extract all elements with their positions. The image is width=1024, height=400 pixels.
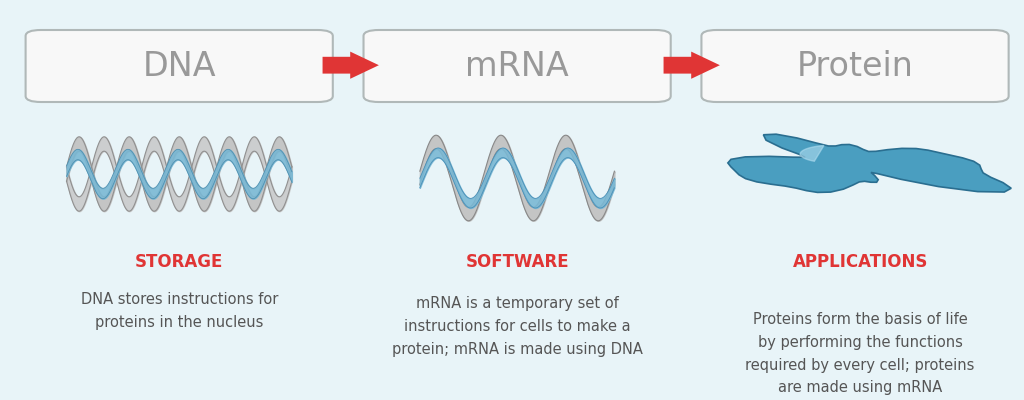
Text: mRNA is a temporary set of
instructions for cells to make a
protein; mRNA is mad: mRNA is a temporary set of instructions … — [392, 296, 642, 357]
Text: APPLICATIONS: APPLICATIONS — [793, 253, 928, 271]
Text: DNA: DNA — [142, 50, 216, 82]
Polygon shape — [728, 134, 1012, 192]
Text: mRNA: mRNA — [465, 50, 569, 82]
FancyBboxPatch shape — [364, 30, 671, 102]
Text: Protein: Protein — [797, 50, 913, 82]
Text: SOFTWARE: SOFTWARE — [465, 253, 569, 271]
FancyBboxPatch shape — [26, 30, 333, 102]
Polygon shape — [664, 52, 720, 79]
Polygon shape — [323, 52, 379, 79]
Polygon shape — [800, 146, 824, 161]
FancyBboxPatch shape — [701, 30, 1009, 102]
Text: Proteins form the basis of life
by performing the functions
required by every ce: Proteins form the basis of life by perfo… — [745, 312, 975, 395]
Text: DNA stores instructions for
proteins in the nucleus: DNA stores instructions for proteins in … — [81, 292, 278, 330]
Text: STORAGE: STORAGE — [135, 253, 223, 271]
